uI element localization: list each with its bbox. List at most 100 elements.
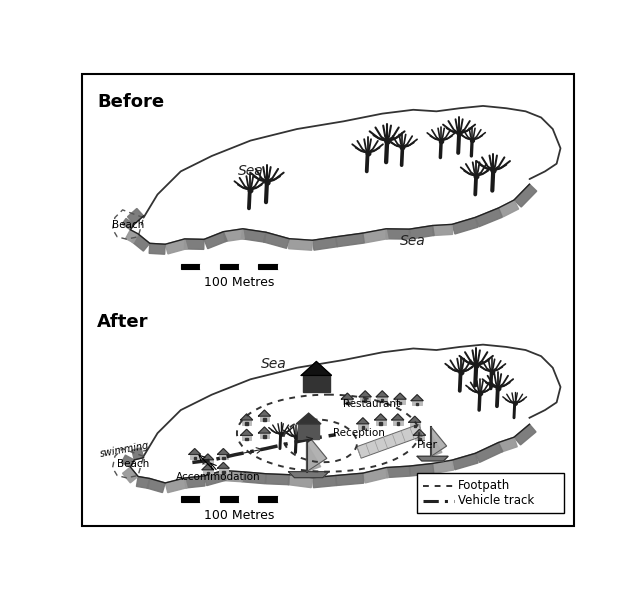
Text: Sea: Sea [401, 233, 426, 248]
Polygon shape [218, 448, 229, 454]
Bar [415, 435, 424, 440]
Bar [380, 422, 382, 425]
Bar [204, 460, 212, 465]
Polygon shape [204, 470, 226, 486]
Bar [362, 426, 364, 429]
Polygon shape [431, 434, 442, 456]
Text: Before: Before [97, 93, 164, 111]
Polygon shape [289, 239, 312, 250]
Polygon shape [357, 418, 369, 424]
Polygon shape [409, 416, 421, 422]
Text: 100 Metres: 100 Metres [204, 276, 274, 289]
Bar [360, 397, 370, 402]
Bar [222, 457, 225, 459]
Polygon shape [204, 232, 227, 249]
Polygon shape [122, 219, 134, 230]
Bar [220, 264, 239, 269]
Bar [200, 264, 220, 269]
Polygon shape [452, 217, 478, 234]
Bar [416, 403, 419, 406]
Text: Vehicle track: Vehicle track [458, 494, 534, 507]
Polygon shape [411, 394, 423, 401]
Bar [263, 435, 266, 438]
Text: Beach: Beach [112, 220, 144, 230]
Polygon shape [131, 106, 561, 244]
Polygon shape [147, 479, 165, 492]
Polygon shape [394, 393, 406, 399]
Polygon shape [288, 475, 312, 488]
Polygon shape [499, 200, 518, 217]
Polygon shape [514, 184, 537, 207]
Polygon shape [127, 208, 143, 224]
Text: Footpath: Footpath [458, 479, 511, 492]
Bar [263, 419, 266, 421]
Bar [303, 375, 330, 393]
Polygon shape [132, 448, 143, 460]
Polygon shape [312, 237, 337, 250]
Polygon shape [136, 476, 150, 488]
Polygon shape [241, 229, 266, 242]
Bar [378, 397, 387, 402]
Bar [298, 424, 319, 440]
Bar [413, 425, 416, 427]
Bar [242, 435, 252, 440]
Polygon shape [514, 424, 536, 445]
Polygon shape [374, 414, 387, 420]
Polygon shape [363, 229, 388, 243]
FancyBboxPatch shape [83, 74, 573, 526]
Polygon shape [301, 362, 332, 375]
Bar [410, 422, 420, 427]
Polygon shape [386, 229, 410, 239]
Bar [245, 438, 248, 440]
Polygon shape [433, 460, 454, 473]
Polygon shape [184, 239, 204, 249]
Bar [278, 497, 297, 502]
Bar [412, 401, 422, 406]
Polygon shape [218, 463, 229, 468]
Bar [376, 420, 385, 425]
Polygon shape [259, 410, 271, 416]
Bar [393, 420, 403, 425]
Polygon shape [259, 427, 271, 433]
Bar [239, 497, 259, 502]
Bar [190, 454, 199, 459]
Bar [259, 264, 278, 269]
Polygon shape [132, 234, 150, 251]
Polygon shape [263, 232, 289, 248]
Text: Beach: Beach [116, 459, 149, 469]
Bar [222, 470, 225, 473]
Polygon shape [341, 393, 353, 399]
Text: Pier: Pier [417, 440, 438, 450]
Bar [180, 497, 200, 502]
Bar [397, 422, 399, 425]
Polygon shape [165, 478, 187, 492]
Bar [239, 264, 259, 269]
Bar [346, 402, 349, 404]
Text: swimming: swimming [99, 441, 150, 459]
Bar [220, 497, 239, 502]
Text: Sea: Sea [261, 357, 287, 371]
Polygon shape [417, 456, 448, 461]
Bar [399, 402, 401, 404]
Bar [219, 454, 228, 459]
Polygon shape [122, 455, 134, 467]
Polygon shape [312, 476, 337, 488]
Polygon shape [241, 414, 253, 420]
Text: After: After [97, 313, 148, 331]
Polygon shape [476, 443, 503, 462]
Text: 100 Metres: 100 Metres [204, 508, 274, 522]
Polygon shape [125, 230, 138, 243]
Polygon shape [189, 448, 200, 454]
Polygon shape [296, 413, 321, 424]
Bar [342, 399, 352, 404]
Bar [364, 399, 367, 402]
Polygon shape [241, 429, 253, 435]
Polygon shape [499, 437, 517, 452]
Polygon shape [376, 391, 388, 397]
Polygon shape [307, 434, 327, 472]
Polygon shape [307, 443, 321, 472]
Polygon shape [223, 470, 243, 482]
Bar [242, 420, 252, 425]
Polygon shape [363, 467, 388, 483]
Bar [193, 457, 196, 459]
